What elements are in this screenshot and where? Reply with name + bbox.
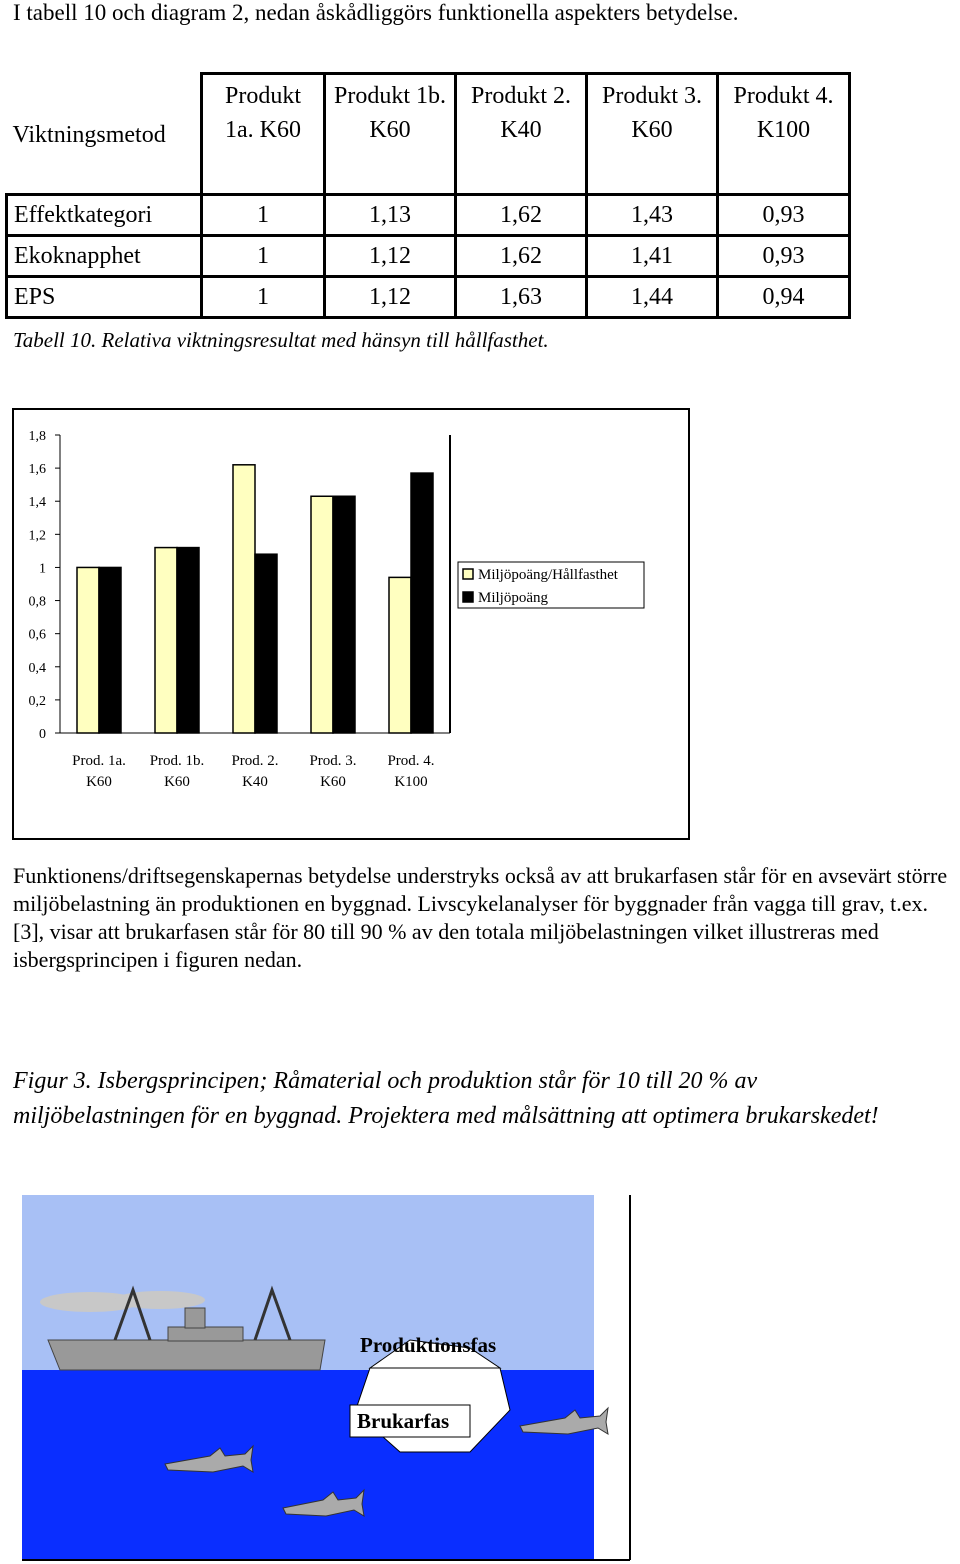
table-header: Viktningsmetod Produkt 1a. K60 Produkt 1…	[6, 72, 851, 196]
bar	[232, 464, 256, 734]
intro-text: I tabell 10 och diagram 2, nedan åskådli…	[13, 0, 739, 25]
cell: 1,13	[323, 193, 457, 237]
chart-frame	[12, 408, 690, 840]
cell: 1	[200, 234, 326, 278]
table-row: Ekoknapphet 1 1,12 1,62 1,41 0,93	[5, 234, 851, 278]
legend-swatch	[462, 591, 474, 603]
row-label: Effektkategori	[5, 193, 203, 237]
phase-label: Produktionsfas	[360, 1333, 496, 1357]
legend-box	[457, 561, 645, 609]
figure-caption: Figur 3. Isbergsprincipen; Råmaterial oc…	[13, 1068, 879, 1129]
iceberg-illustration: Produktionsfas Brukarfas	[22, 1195, 631, 1561]
bar	[332, 495, 356, 734]
header-cell: Produkt 4. K100	[716, 72, 851, 196]
legend-label: Miljöpoäng/Hållfasthet	[478, 567, 619, 583]
y-tick-label: 1,8	[29, 429, 47, 444]
label-box	[349, 1404, 471, 1438]
y-tick-label: 0,4	[29, 661, 47, 676]
ship-mast	[253, 1285, 292, 1341]
y-tick-label: 0,8	[29, 595, 47, 610]
chart: 0 0,2 0,4 0,6 0,8 1 1,2 1,4 1,6 1,8 Miljöpoäng/Hål…	[29, 429, 645, 742]
ship-deck	[167, 1326, 244, 1342]
cell: 1,63	[454, 275, 588, 319]
phase-label: Brukarfas	[357, 1409, 449, 1433]
cell: 0,93	[716, 234, 851, 278]
header-cell: Produkt 1b. K60	[323, 72, 457, 196]
cell: 1,44	[585, 275, 719, 319]
y-tick-label: 1,2	[29, 528, 47, 543]
header-cell: Viktningsmetod	[6, 73, 203, 196]
cell: 1	[200, 275, 326, 319]
cloud	[40, 1292, 140, 1312]
cell: 0,93	[716, 193, 851, 237]
shark	[282, 1488, 365, 1517]
x-tick-label: Prod. 2. K40	[231, 753, 279, 790]
y-tick-label: 1,6	[29, 462, 47, 477]
ship-hull	[47, 1339, 326, 1371]
bar	[176, 546, 200, 734]
cell: 1,43	[585, 193, 719, 237]
ship-mast	[113, 1285, 152, 1341]
cell: 1,62	[454, 234, 588, 278]
legend-label: Miljöpoäng	[478, 590, 548, 606]
y-tick-label: 1	[39, 561, 46, 576]
sea	[22, 1370, 594, 1560]
bar	[388, 576, 412, 734]
table-row: EPS 1 1,12 1,63 1,44 0,94	[5, 275, 851, 319]
bar	[154, 546, 178, 734]
header-cell: Produkt 2. K40	[454, 72, 588, 196]
y-tick-label: 0,2	[29, 694, 47, 709]
header-cell: Produkt 3. K60	[585, 72, 719, 196]
x-tick-label: Prod. 1a. K60	[72, 753, 126, 790]
bar	[410, 472, 434, 734]
table-caption: Tabell 10. Relativa viktningsresultat me…	[13, 328, 549, 352]
header-cell: Produkt 1a. K60	[200, 72, 326, 196]
y-tick-label: 1,4	[29, 495, 47, 510]
row-label: EPS	[5, 275, 203, 319]
results-table: Viktningsmetod Produkt 1a. K60 Produkt 1…	[5, 72, 851, 319]
shark	[164, 1444, 254, 1473]
body-paragraph: Funktionens/driftsegenskapernas betydels…	[13, 863, 948, 972]
x-tick-label: Prod. 4. K100	[387, 753, 435, 790]
y-tick-label: 0	[39, 727, 46, 742]
cell: 1,12	[323, 234, 457, 278]
x-tick-label: Prod. 3. K60	[309, 753, 357, 790]
table-row: Effektkategori 1 1,13 1,62 1,43 0,93	[5, 193, 851, 237]
cell: 1	[200, 193, 326, 237]
ship-funnel	[184, 1307, 206, 1329]
row-label: Ekoknapphet	[5, 234, 203, 278]
x-tick-label: Prod. 1b. K60	[149, 753, 205, 790]
bar	[310, 495, 334, 734]
bar	[76, 566, 100, 734]
cell: 1,41	[585, 234, 719, 278]
cell: 0,94	[716, 275, 851, 319]
bar	[254, 553, 278, 734]
bar	[98, 566, 122, 734]
legend-swatch	[462, 568, 474, 580]
shark	[519, 1406, 609, 1435]
cell: 1,62	[454, 193, 588, 237]
cell: 1,12	[323, 275, 457, 319]
y-tick-label: 0,6	[29, 628, 47, 643]
